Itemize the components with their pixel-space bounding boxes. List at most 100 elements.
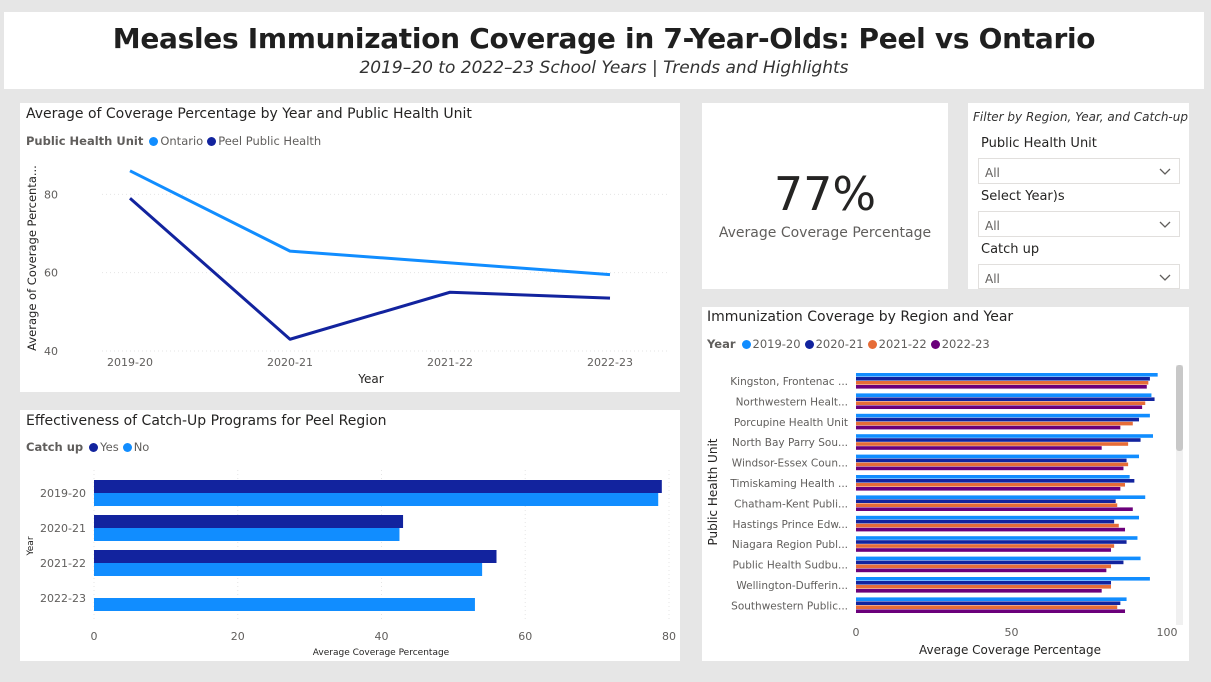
legend-item-2019-20[interactable]: 2019-20 (741, 337, 801, 351)
bar-2019-20-row-8 (856, 536, 1138, 540)
catch-up-chart-visual[interactable]: Effectiveness of Catch-Up Programs for P… (20, 410, 680, 661)
kpi-card: 77% Average Coverage Percentage (702, 103, 948, 289)
x-axis-title: Average Coverage Percentage (919, 643, 1101, 657)
legend-item-2020-21[interactable]: 2020-21 (804, 337, 864, 351)
y-tick-label: 2020-21 (40, 522, 86, 535)
bar-2020-21-row-3 (856, 438, 1141, 442)
filter-header: Filter by Region, Year, and Catch-up (973, 110, 1188, 124)
bar-2019-20-row-7 (856, 515, 1140, 520)
legend-item-ontario[interactable]: Ontario (149, 134, 203, 148)
y-axis-title: Year (26, 536, 36, 556)
series-line-peel (129, 197, 611, 341)
dropdown-value: All (985, 166, 1000, 180)
bar-yes-2019-20 (94, 480, 662, 493)
bar-no-2022-23 (94, 598, 475, 611)
line-chart-plot[interactable]: 40 60 80 2019-20 2020-21 2021-22 2022-23 Year Av… (20, 103, 680, 392)
catch-up-chart-legend[interactable]: Catch up Yes No (26, 440, 153, 454)
legend-item-peel[interactable]: Peel Public Health (207, 134, 321, 148)
bar-2022-23-row-4 (856, 466, 1124, 471)
year-dropdown[interactable]: All (978, 211, 1180, 237)
bar-2019-20-row-1 (856, 393, 1152, 397)
y-tick-label: North Bay Parry Sou... (732, 437, 848, 449)
x-axis-title: Average Coverage Percentage (313, 648, 450, 658)
bar-2019-20-row-5 (856, 475, 1130, 479)
y-tick-label: 40 (44, 345, 58, 358)
legend-marker (122, 442, 132, 452)
bar-2021-22-row-4 (856, 462, 1129, 467)
line-chart-title: Average of Coverage Percentage by Year a… (26, 106, 472, 122)
region-chart-legend[interactable]: Year 2019-20 2020-21 2021-22 2022-23 (707, 337, 994, 351)
bar-2021-22-row-3 (856, 442, 1129, 446)
y-tick-label: Public Health Sudbu... (732, 560, 848, 572)
bar-2020-21-row-11 (856, 601, 1121, 605)
y-tick-label: Timiskaming Health ... (729, 478, 848, 490)
y-tick-label: 2019-20 (40, 487, 86, 500)
legend-item-2021-22[interactable]: 2021-22 (867, 337, 927, 351)
series-line-ontario (129, 169, 611, 277)
line-chart-legend[interactable]: Public Health Unit Ontario Peel Public H… (26, 134, 325, 148)
x-tick-label: 0 (853, 626, 860, 639)
region-chart-visual[interactable]: Immunization Coverage by Region and Year… (702, 307, 1189, 661)
legend-marker (804, 339, 814, 349)
x-tick-label: 2022-23 (587, 356, 633, 369)
filter-panel: Filter by Region, Year, and Catch-up Pub… (968, 103, 1189, 289)
y-tick-label: 60 (44, 267, 58, 280)
y-tick-label: Niagara Region Publ... (732, 539, 848, 551)
report-title: Measles Immunization Coverage in 7-Year-… (112, 22, 1096, 55)
bar-2021-22-row-7 (856, 523, 1119, 528)
legend-item-2022-23[interactable]: 2022-23 (930, 337, 990, 351)
dropdown-value: All (985, 272, 1000, 286)
bar-2019-20-row-9 (856, 556, 1141, 561)
health-unit-dropdown[interactable]: All (978, 158, 1180, 184)
bar-2020-21-row-2 (856, 417, 1140, 422)
slicer-label-catch-up: Catch up (981, 242, 1040, 257)
y-tick-label: Hastings Prince Edw... (732, 519, 848, 531)
region-chart-title: Immunization Coverage by Region and Year (707, 309, 1014, 325)
x-tick-label: 100 (1157, 626, 1178, 639)
line-chart-visual[interactable]: Average of Coverage Percentage by Year a… (20, 103, 680, 392)
bar-2021-22-row-1 (856, 401, 1146, 405)
legend-title: Public Health Unit (26, 134, 144, 148)
scrollbar-thumb[interactable] (1176, 365, 1183, 451)
legend-item-no[interactable]: No (122, 440, 149, 454)
y-tick-label: Kingston, Frontenac ... (730, 376, 848, 388)
bar-2021-22-row-10 (856, 585, 1112, 589)
bar-no-2019-20 (94, 493, 659, 506)
bar-2019-20-row-4 (856, 454, 1140, 459)
x-tick-label: 2021-22 (427, 356, 473, 369)
region-chart-plot[interactable]: 0 50 100 Average Coverage Percentage Public … (702, 307, 1189, 661)
bar-no-2020-21 (94, 528, 400, 541)
bar-2022-23-row-5 (856, 487, 1121, 491)
chevron-down-icon (1159, 168, 1171, 175)
catch-up-chart-plot[interactable]: 0 20 40 60 80 2019-20 2020-21 2021-22 2022-23 Ave… (20, 410, 680, 661)
y-axis-title: Public Health Unit (706, 438, 720, 545)
x-tick-label: 2020-21 (267, 356, 313, 369)
legend-item-yes[interactable]: Yes (89, 440, 119, 454)
y-tick-label: 2021-22 (40, 557, 86, 570)
legend-title: Catch up (26, 440, 84, 454)
chevron-down-icon (1159, 221, 1171, 228)
bar-2022-23-row-2 (856, 425, 1121, 430)
bar-2022-23-row-0 (856, 385, 1147, 389)
bar-2021-22-row-9 (856, 564, 1112, 569)
bar-2021-22-row-0 (856, 381, 1149, 385)
catch-up-dropdown[interactable]: All (978, 264, 1180, 289)
kpi-value: 77% (773, 167, 877, 221)
x-tick-label: 0 (91, 630, 98, 643)
legend-marker (207, 136, 217, 146)
region-chart-scrollbar[interactable] (1176, 365, 1183, 625)
y-tick-label: Wellington-Dufferin... (736, 580, 848, 592)
catch-up-chart-title: Effectiveness of Catch-Up Programs for P… (26, 413, 387, 429)
bar-2022-23-row-9 (856, 568, 1107, 573)
y-axis-title: Average of Coverage Percenta... (25, 165, 39, 351)
bar-2019-20-row-10 (856, 577, 1150, 581)
slicer-label-health-unit: Public Health Unit (981, 136, 1097, 151)
bar-2020-21-row-5 (856, 479, 1135, 483)
y-tick-label: Southwestern Public... (731, 600, 848, 612)
bar-2022-23-row-3 (856, 446, 1102, 450)
y-tick-label: 80 (44, 188, 58, 201)
bar-2022-23-row-1 (856, 405, 1143, 409)
bar-yes-2020-21 (94, 515, 404, 528)
y-tick-label: 2022-23 (40, 592, 86, 605)
bar-2022-23-row-11 (856, 609, 1126, 613)
